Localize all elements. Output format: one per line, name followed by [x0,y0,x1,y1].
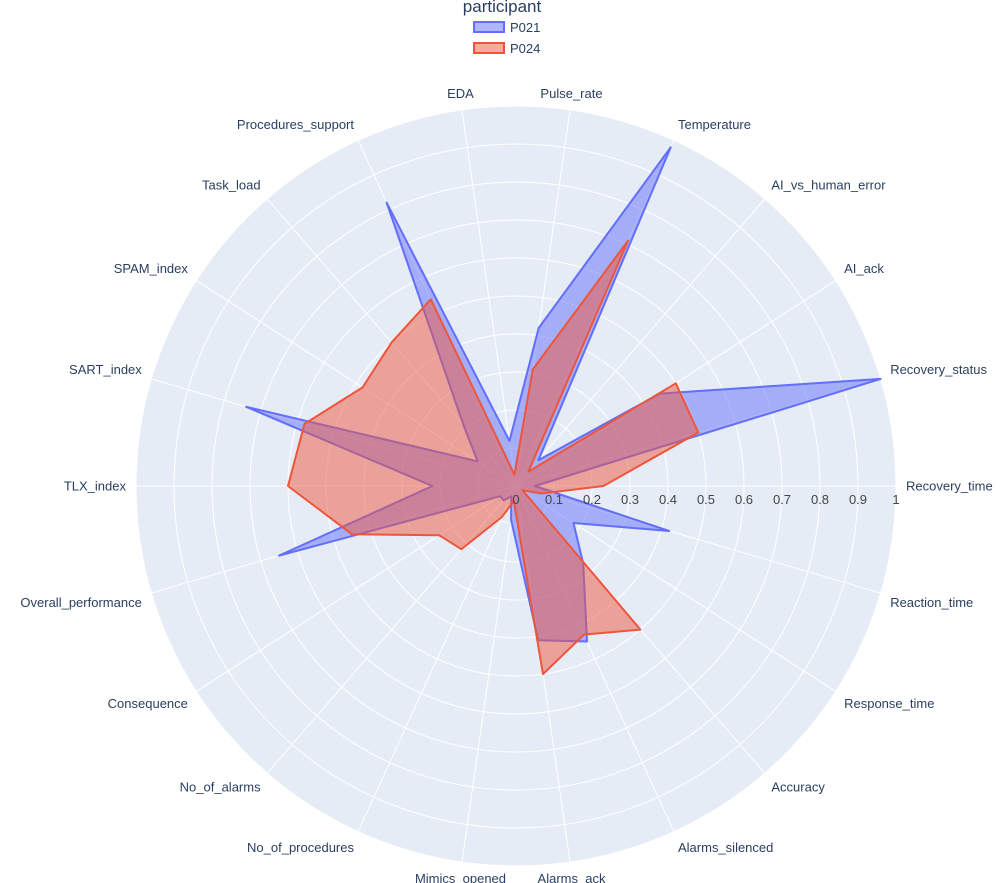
axis-label-ai-vs-human-error: AI_vs_human_error [771,177,886,192]
radial-tick-label: 0.1 [545,492,563,507]
axis-label-recovery-status: Recovery_status [890,362,987,377]
series-layer [245,146,882,676]
series-p024-area [287,239,700,676]
axis-label-no-of-alarms: No_of_alarms [180,780,261,795]
axis-label-eda: EDA [447,86,474,101]
axis-label-accuracy: Accuracy [771,780,825,795]
legend-label: P024 [510,41,540,56]
axis-label-recovery-time: Recovery_time [906,479,993,494]
legend-swatch [473,21,505,33]
axis-label-mimics-opened: Mimics_opened [415,871,506,883]
legend-label: P021 [510,20,540,35]
spoke-eda [461,109,517,487]
radial-tick-label: 0 [512,492,519,507]
axis-label-reaction-time: Reaction_time [890,595,973,610]
legend-swatch [473,42,505,54]
axis-label-alarms-ack: Alarms_ack [538,871,606,883]
axis-label-pulse-rate: Pulse_rate [540,86,602,101]
axis-label-alarms-silenced: Alarms_silenced [678,840,773,855]
legend-item-p024[interactable]: P024 [473,41,540,56]
radial-tick-label: 0.5 [697,492,715,507]
axis-label-tlx-index: TLX_index [64,479,127,494]
legend-title: participant [463,0,542,16]
axis-label-no-of-procedures: No_of_procedures [247,840,354,855]
spoke-mimics-opened [461,485,517,863]
axis-label-temperature: Temperature [678,117,751,132]
spoke-no-of-procedures [357,485,517,832]
axis-label-consequence: Consequence [108,696,188,711]
axis-label-task-load: Task_load [202,177,261,192]
radial-tick-labels: 0 0.1 0.2 0.3 0.4 0.5 0.6 0.7 0.8 0.9 1 [512,492,899,507]
axis-label-ai-ack: AI_ack [844,261,884,276]
radial-tick-label: 0.9 [849,492,867,507]
radial-tick-label: 0.2 [583,492,601,507]
radial-tick-label: 0.4 [659,492,677,507]
axis-label-response-time: Response_time [844,696,934,711]
radial-tick-label: 0.6 [735,492,753,507]
radial-tick-label: 0.7 [773,492,791,507]
legend: participant P021 P024 [463,0,542,56]
radial-tick-label: 0.3 [621,492,639,507]
axis-label-spam-index: SPAM_index [114,261,189,276]
radial-tick-label: 1 [892,492,899,507]
spoke-ai-vs-human-error [515,198,766,487]
angular-axis-labels: Recovery_time Recovery_status AI_ack AI_vs_… [20,86,992,883]
axis-label-procedures-support: Procedures_support [237,117,354,132]
legend-item-p021[interactable]: P021 [473,20,540,35]
axis-label-sart-index: SART_index [69,362,142,377]
radial-tick-label: 0.8 [811,492,829,507]
axis-label-overall-performance: Overall_performance [20,595,141,610]
